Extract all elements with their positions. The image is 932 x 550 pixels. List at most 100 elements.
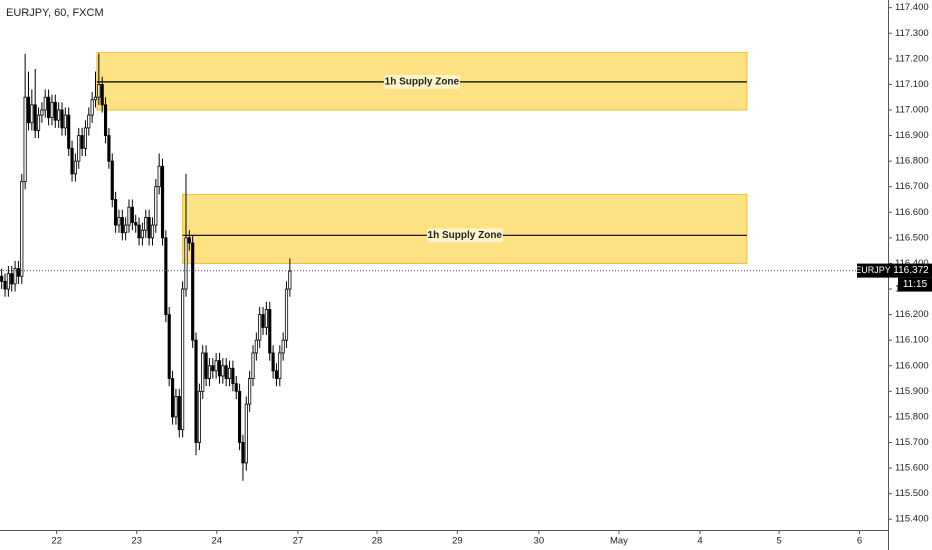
y-tick-label: 116.000: [895, 360, 929, 371]
candle-body: [144, 217, 148, 231]
candle-body: [0, 275, 4, 282]
candle-body: [137, 224, 141, 239]
zone-label-bg: [426, 228, 503, 243]
candle-body: [258, 314, 262, 341]
y-tick-label: 115.800: [895, 411, 929, 422]
candle-body: [284, 288, 289, 341]
candle-body: [278, 352, 282, 379]
candle-body: [224, 365, 228, 379]
x-tick-label: 22: [51, 536, 62, 547]
candle-body: [107, 135, 111, 162]
candle-body: [187, 237, 191, 244]
x-tick-label: 24: [212, 536, 223, 547]
candle-body: [140, 229, 144, 239]
candle-body: [274, 370, 279, 379]
candle-body: [36, 114, 41, 131]
candle-body: [63, 114, 67, 129]
candle-body: [127, 206, 131, 226]
y-tick-label: 117.300: [895, 28, 929, 39]
candle-body: [177, 396, 181, 431]
candle-body: [60, 109, 64, 129]
countdown-label: 11:15: [903, 279, 928, 290]
y-tick-label: 117.400: [895, 2, 929, 13]
candle-body: [288, 270, 292, 290]
candle-body: [83, 127, 88, 149]
y-tick-label: 116.200: [895, 309, 929, 320]
x-tick-label: 6: [857, 536, 862, 547]
candle-body: [134, 222, 138, 226]
candle-body: [184, 237, 188, 290]
candle-body: [3, 280, 7, 290]
y-tick-label: 117.000: [895, 104, 929, 115]
y-tick-label: 115.600: [895, 463, 929, 474]
candle-body: [67, 114, 71, 149]
candle-body: [117, 217, 121, 226]
candle-body: [191, 242, 195, 341]
candle-body: [103, 104, 108, 136]
candle-body: [13, 268, 17, 285]
candle-body: [57, 109, 61, 121]
candle-body: [204, 352, 208, 379]
x-tick-label: 23: [131, 536, 142, 547]
candle-body: [53, 101, 57, 121]
candle-body: [167, 314, 171, 379]
candle-body: [87, 114, 91, 129]
chart-title: EURJPY, 60, FXCM: [6, 7, 104, 19]
candle-body: [124, 224, 128, 234]
candle-body: [201, 352, 205, 392]
y-tick-label: 115.400: [895, 514, 929, 525]
candle-body: [33, 104, 37, 131]
candle-body: [157, 165, 161, 188]
candle-body: [261, 314, 265, 328]
x-tick-label: 30: [534, 536, 545, 547]
candle-body: [214, 360, 218, 372]
candle-body: [10, 273, 14, 285]
price-tag: [890, 263, 932, 278]
candle-body: [100, 84, 104, 106]
candle-body: [73, 160, 77, 175]
y-tick-label: 116.900: [895, 130, 929, 141]
candle-body: [154, 186, 158, 226]
x-tick-label: 5: [776, 536, 781, 547]
candle-body: [20, 181, 24, 277]
candle-body: [47, 96, 51, 119]
candle-body: [114, 199, 118, 226]
x-tick-label: 27: [293, 536, 304, 547]
countdown-tag: [898, 277, 932, 292]
candle-body: [211, 365, 215, 372]
candle-body: [251, 352, 255, 379]
candle-body: [50, 101, 54, 119]
candle-body: [281, 339, 285, 354]
candle-body: [238, 390, 242, 443]
price-label: 116.372: [893, 265, 929, 276]
x-tick-label: May: [610, 536, 628, 547]
candle-body: [70, 147, 74, 175]
symbol-tag: [857, 263, 890, 278]
candle-body: [217, 360, 222, 377]
candle-body: [150, 224, 155, 239]
candle-body: [197, 390, 201, 443]
y-tick-label: 116.800: [895, 156, 929, 167]
candle-body: [40, 109, 44, 116]
candle-body: [43, 96, 47, 111]
candle-body: [16, 268, 21, 277]
y-tick-label: 117.200: [895, 53, 929, 64]
candle-body: [164, 237, 168, 315]
y-tick-label: 115.500: [895, 488, 929, 499]
candle-body: [264, 309, 268, 328]
candle-body: [221, 365, 225, 377]
candle-body: [244, 403, 248, 464]
candle-body: [130, 206, 134, 223]
symbol-label: EURJPY: [855, 265, 891, 275]
candle-body: [227, 367, 232, 379]
candle-body: [271, 352, 275, 372]
y-tick-label: 115.900: [895, 386, 929, 397]
candle-body: [234, 383, 238, 392]
candle-body: [194, 339, 198, 443]
x-tick-label: 29: [452, 536, 463, 547]
candle-body: [23, 96, 27, 182]
y-tick-label: 116.600: [895, 207, 929, 218]
candle-body: [268, 309, 272, 354]
y-tick-label: 116.100: [895, 335, 929, 346]
candle-body: [93, 96, 98, 101]
